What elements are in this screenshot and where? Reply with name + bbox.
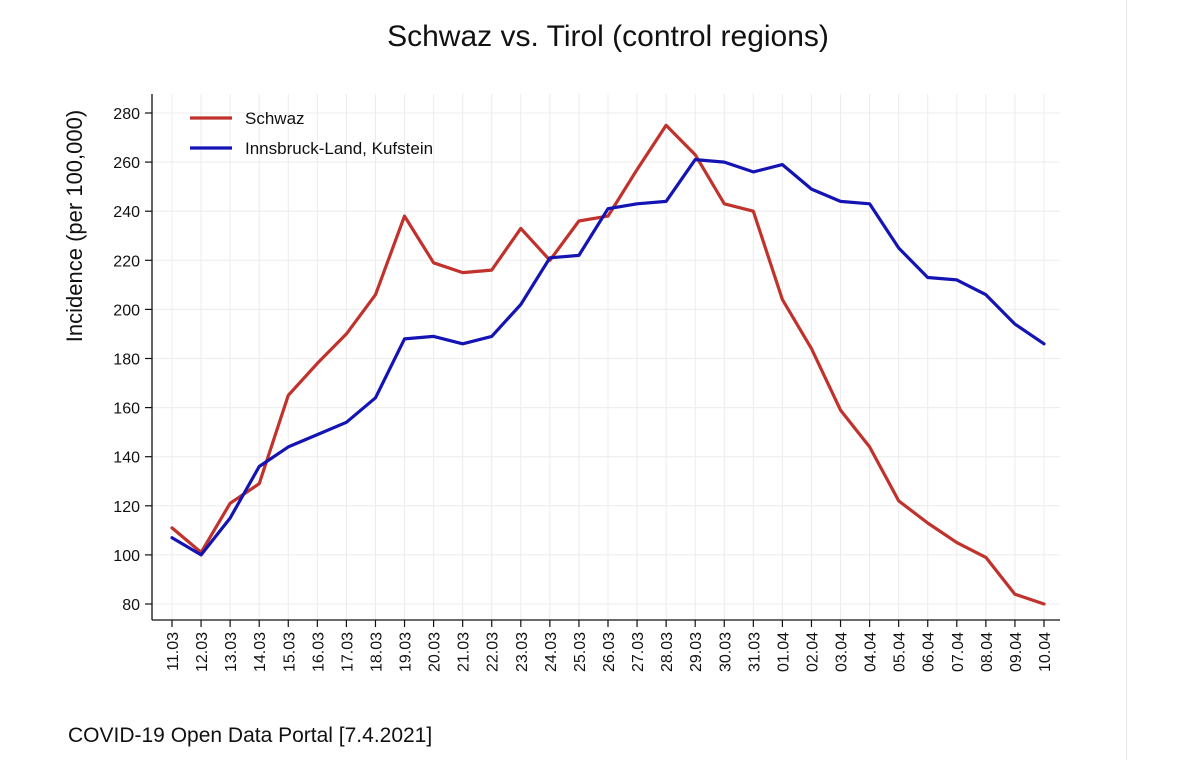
x-tick-label-15.03: 15.03 bbox=[281, 632, 298, 672]
x-tick-label-11.03: 11.03 bbox=[165, 632, 182, 671]
x-tick-label-14.03: 14.03 bbox=[252, 632, 269, 672]
series-line-schwaz bbox=[170, 123, 1046, 606]
x-tick-label-29.03: 29.03 bbox=[688, 632, 705, 672]
y-tick-label-80: 80 bbox=[122, 597, 140, 614]
x-tick-label-06.04: 06.04 bbox=[921, 632, 938, 672]
y-axis-label: Incidence (per 100,000) bbox=[62, 110, 87, 342]
y-tick-label-220: 220 bbox=[113, 253, 140, 270]
y-tick-label-180: 180 bbox=[113, 352, 140, 369]
source-note: COVID-19 Open Data Portal [7.4.2021] bbox=[68, 724, 432, 747]
y-tick-label-120: 120 bbox=[113, 499, 140, 516]
x-tick-label-03.04: 03.04 bbox=[834, 632, 851, 672]
x-tick-label-20.03: 20.03 bbox=[427, 632, 444, 672]
x-tick-label-27.03: 27.03 bbox=[630, 632, 647, 672]
x-tick-label-01.04: 01.04 bbox=[775, 632, 792, 672]
x-tick-label-10.04: 10.04 bbox=[1037, 632, 1054, 672]
x-tick-label-25.03: 25.03 bbox=[572, 632, 589, 672]
x-tick-label-21.03: 21.03 bbox=[456, 632, 473, 672]
page-edge-divider bbox=[1126, 0, 1127, 760]
x-tick-label-09.04: 09.04 bbox=[1008, 632, 1025, 672]
x-tick-label-16.03: 16.03 bbox=[310, 632, 327, 672]
x-tick-label-19.03: 19.03 bbox=[398, 632, 415, 672]
x-tick-label-04.04: 04.04 bbox=[863, 632, 880, 672]
x-tick-label-13.03: 13.03 bbox=[223, 632, 240, 672]
axes: 80 100 120 140 160 180 200 220 240 260 280 11.03 12.… bbox=[113, 94, 1060, 672]
series-lines bbox=[170, 123, 1046, 606]
legend-label-innsbruck-kufstein: Innsbruck-Land, Kufstein bbox=[245, 139, 433, 158]
x-tick-label-02.04: 02.04 bbox=[804, 632, 821, 672]
x-tick-label-18.03: 18.03 bbox=[368, 632, 385, 672]
y-tick-label-240: 240 bbox=[113, 204, 140, 221]
x-tick-label-22.03: 22.03 bbox=[485, 632, 502, 672]
x-tick-label-23.03: 23.03 bbox=[514, 632, 531, 672]
y-tick-label-100: 100 bbox=[113, 548, 140, 565]
x-tick-label-07.04: 07.04 bbox=[950, 632, 967, 672]
x-tick-label-24.03: 24.03 bbox=[543, 632, 560, 672]
x-tick-label-30.03: 30.03 bbox=[717, 632, 734, 672]
x-tick-label-26.03: 26.03 bbox=[601, 632, 618, 672]
legend: Schwaz Innsbruck-Land, Kufstein bbox=[190, 109, 433, 158]
chart-title: Schwaz vs. Tirol (control regions) bbox=[387, 20, 829, 53]
gridlines bbox=[152, 94, 1060, 620]
x-tick-label-31.03: 31.03 bbox=[746, 632, 763, 672]
series-line-innsbruck-kufstein bbox=[170, 158, 1046, 557]
x-tick-label-12.03: 12.03 bbox=[194, 632, 211, 672]
x-tick-label-08.04: 08.04 bbox=[979, 632, 996, 672]
y-tick-label-200: 200 bbox=[113, 302, 140, 319]
x-tick-label-05.04: 05.04 bbox=[892, 632, 909, 672]
x-tick-label-28.03: 28.03 bbox=[659, 632, 676, 672]
x-tick-label-17.03: 17.03 bbox=[339, 632, 356, 672]
legend-label-schwaz: Schwaz bbox=[245, 109, 305, 128]
y-tick-label-280: 280 bbox=[113, 106, 140, 123]
y-tick-label-140: 140 bbox=[113, 450, 140, 467]
y-tick-label-260: 260 bbox=[113, 155, 140, 172]
y-tick-label-160: 160 bbox=[113, 401, 140, 418]
